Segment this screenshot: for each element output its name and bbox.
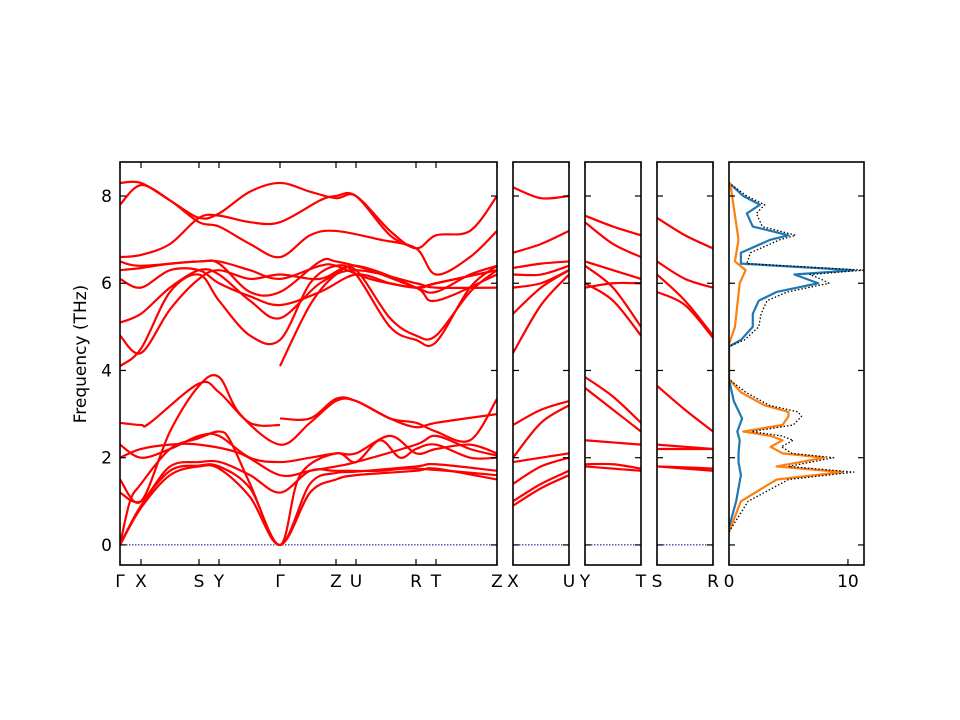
phonon-band: [120, 184, 497, 276]
panel-frame: [119, 161, 498, 566]
phonon-band: [657, 384, 713, 433]
phonon-band: [120, 459, 497, 504]
phonon-band: [585, 281, 641, 289]
phonon-band: [120, 374, 497, 504]
panel-frame: [584, 161, 642, 566]
k-point-label: T: [430, 572, 442, 592]
phonon-band: [513, 469, 569, 503]
k-point-label: U: [563, 572, 575, 592]
phonon-band: [120, 257, 497, 297]
phonon-band: [585, 214, 641, 237]
phonon-band: [279, 265, 497, 367]
k-point-label: U: [350, 572, 362, 592]
k-point-label: X: [135, 572, 147, 592]
k-point-label: S: [194, 572, 205, 592]
phonon-band: [657, 216, 713, 250]
phonon-band: [585, 439, 641, 446]
phonon-band: [120, 380, 281, 428]
k-point-label: Y: [579, 572, 591, 592]
phonon-band: [513, 452, 569, 464]
phonon-band: [585, 221, 641, 259]
k-point-label: R: [410, 572, 422, 592]
phonon-band: [513, 229, 569, 254]
bands: [585, 214, 641, 472]
bands: [657, 216, 713, 472]
phonon-band: [657, 260, 713, 289]
phonon-band: [657, 465, 713, 472]
phonon-band: [513, 273, 569, 354]
phonon-band: [513, 260, 569, 270]
phonon-band: [585, 282, 641, 337]
bands: [513, 186, 569, 507]
panel-frame: [656, 161, 714, 566]
phonon-band: [657, 273, 713, 337]
bands: [120, 180, 497, 547]
y-tick-label: 4: [101, 361, 112, 381]
phonon-band: [120, 264, 497, 368]
k-point-label: Z: [330, 572, 342, 592]
phonon-band: [120, 191, 417, 259]
phonon-band: [585, 387, 641, 433]
y-tick-label: 0: [101, 536, 112, 556]
k-point-label: X: [507, 572, 519, 592]
dos-x-tick-label: 10: [837, 572, 859, 592]
panel-frame: [512, 161, 570, 566]
k-point-label: Γ: [115, 572, 125, 592]
dos-partial-blue: [729, 182, 855, 533]
y-tick-label: 2: [101, 449, 112, 469]
phonon-band: [585, 462, 641, 470]
y-tick-label: 6: [101, 274, 112, 294]
k-point-label: S: [652, 572, 663, 592]
phonon-band: [120, 264, 497, 355]
phonon-band: [657, 290, 713, 339]
phonon-band: [585, 264, 641, 328]
k-point-label: R: [707, 572, 719, 592]
phonon-band: [585, 260, 641, 280]
y-tick-label: 8: [101, 187, 112, 207]
phonon-band: [120, 464, 497, 547]
phonon-band: [513, 264, 569, 277]
k-point-label: T: [635, 572, 647, 592]
phonon-band: [513, 456, 569, 485]
phonon-band: [120, 462, 497, 547]
dos-curves: [729, 182, 864, 533]
phonon-band: [513, 269, 569, 315]
phonon-band: [513, 474, 569, 507]
phonon-band: [513, 399, 569, 426]
dos-panel: 0 10: [724, 161, 865, 592]
phonon-band: [585, 376, 641, 424]
phonon-band: [279, 396, 497, 443]
k-point-label: Z: [491, 572, 503, 592]
dos-partial-orange: [729, 182, 844, 533]
k-point-label: Y: [213, 572, 225, 592]
phonon-band: [513, 404, 569, 459]
panel-frame: [728, 161, 865, 566]
phonon-band: [585, 465, 641, 472]
dos-total: [729, 182, 864, 533]
phonon-band: [513, 269, 569, 289]
phonon-band: [513, 186, 569, 200]
phonon-band: [120, 268, 497, 324]
dos-x-tick-label: 0: [724, 572, 735, 592]
k-point-label: Γ: [275, 572, 285, 592]
y-axis-label: Frequency (THz): [71, 285, 91, 424]
